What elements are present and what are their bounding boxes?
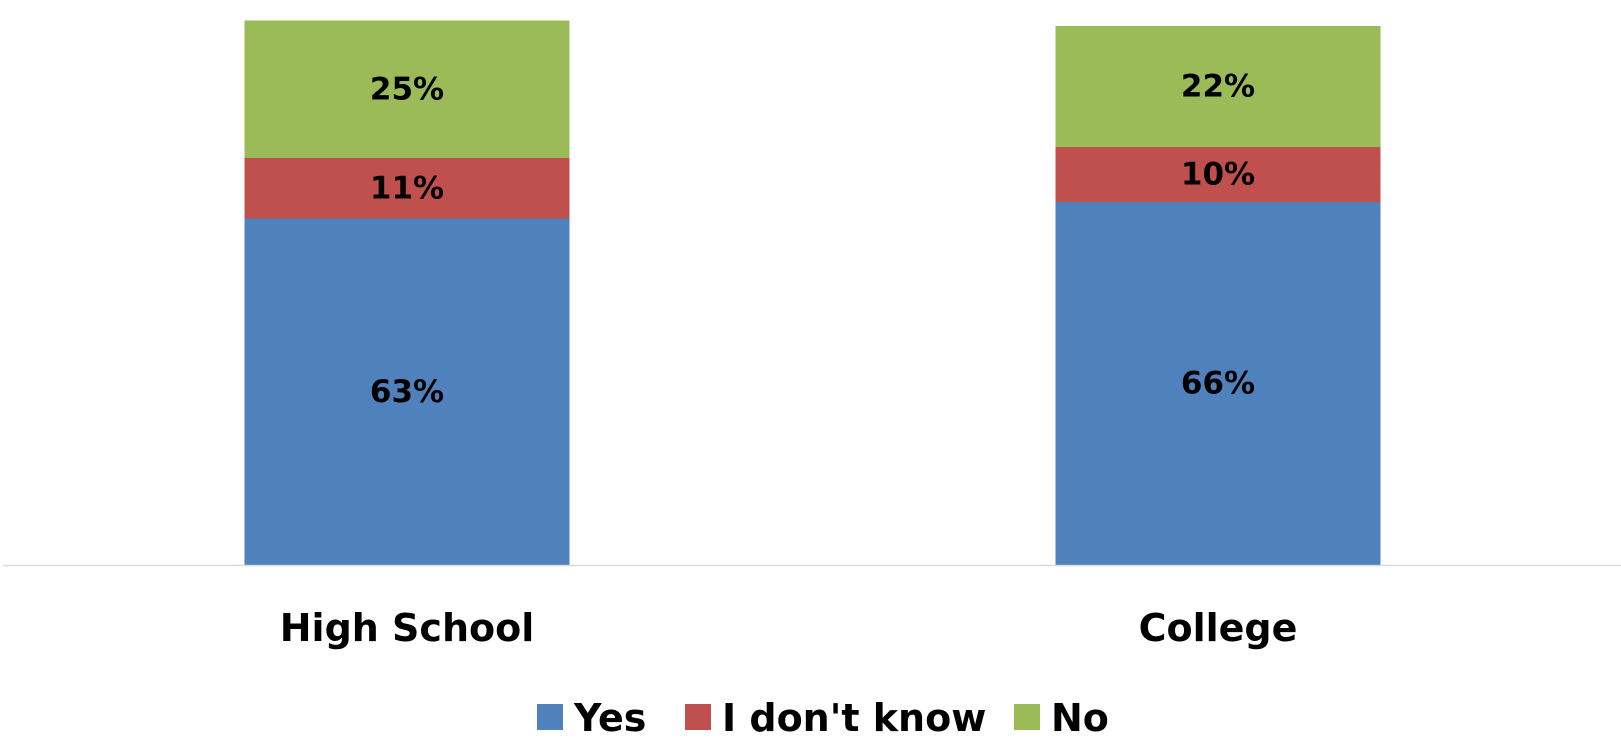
bar-college-no [1055,26,1381,147]
bars-group [244,20,1381,565]
legend-label-yes: Yes [573,696,646,739]
data-labels-group: 63% 11% 25% 66% 10% 22% [370,69,1255,410]
data-label-college-i-don-t-know: 10% [1181,157,1255,193]
legend: Yes I don't know No [537,696,1109,739]
bar-high-school-yes [244,218,570,565]
legend-label-no: No [1051,696,1109,739]
data-label-high-school-yes: 63% [370,374,444,410]
bar-college-yes [1055,202,1381,565]
legend-swatch-no [1014,704,1040,730]
category-labels-group: High School College [280,606,1298,650]
legend-swatch-i-don-t-know [685,704,711,730]
data-label-high-school-no: 25% [370,71,444,107]
category-label-college: College [1139,606,1298,650]
category-label-high-school: High School [280,606,535,650]
data-label-high-school-i-don-t-know: 11% [370,170,444,206]
bar-high-school-no [244,20,570,158]
data-label-college-yes: 66% [1181,366,1255,402]
legend-swatch-yes [537,704,563,730]
legend-label-i-don-t-know: I don't know [722,696,986,739]
bar-high-school-i-don-t-know [244,158,570,219]
data-label-college-no: 22% [1181,69,1255,105]
bar-college-i-don-t-know [1055,147,1381,202]
